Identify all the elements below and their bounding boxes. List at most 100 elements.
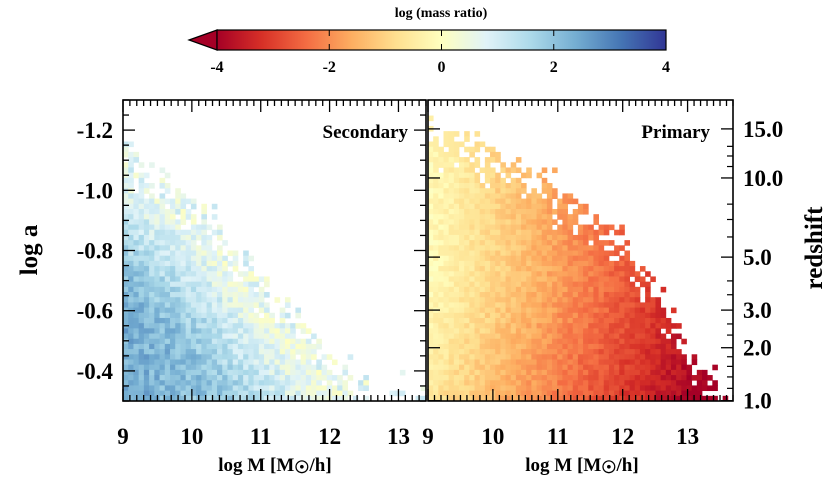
heatmap-cell — [248, 286, 254, 293]
heatmap-cell — [290, 364, 296, 371]
heatmap-cell — [222, 354, 228, 360]
heatmap-cell — [459, 250, 465, 257]
heatmap-cell — [232, 359, 239, 366]
heatmap-cell — [311, 395, 317, 401]
heatmap-cell — [159, 240, 166, 246]
heatmap-cell — [515, 281, 522, 288]
heatmap-cell — [201, 250, 207, 257]
heatmap-cell — [614, 333, 620, 340]
heatmap-cell — [143, 364, 150, 371]
heatmap-cell — [459, 266, 465, 272]
heatmap-cell — [438, 328, 444, 334]
heatmap-cell — [469, 260, 475, 267]
heatmap-cell — [211, 390, 218, 397]
heatmap-cell — [159, 193, 166, 199]
heatmap-cell — [552, 266, 558, 272]
heatmap-cell — [399, 369, 406, 376]
heatmap-cell — [562, 286, 568, 293]
heatmap-cell — [433, 323, 439, 329]
heatmap-cell — [614, 390, 620, 397]
heatmap-cell — [128, 141, 134, 148]
heatmap-cell — [143, 172, 150, 179]
heatmap-cell — [505, 229, 512, 236]
heatmap-cell — [290, 338, 296, 345]
heatmap-cell — [686, 369, 693, 376]
heatmap-cell — [624, 338, 631, 345]
heatmap-cell — [655, 385, 662, 392]
heatmap-cell — [619, 276, 625, 283]
heatmap-cell — [479, 276, 486, 283]
heatmap-cell — [484, 229, 491, 236]
heatmap-cell — [572, 214, 579, 220]
heatmap-cell — [500, 162, 506, 168]
heatmap-cell — [274, 385, 281, 392]
heatmap-cell — [196, 307, 202, 314]
heatmap-cell — [536, 292, 543, 298]
heatmap-cell — [567, 260, 574, 267]
heatmap-cell — [577, 390, 584, 397]
heatmap-cell — [598, 338, 605, 345]
heatmap-cell — [305, 369, 312, 376]
heatmap-cell — [634, 292, 641, 298]
heatmap-cell — [428, 395, 434, 401]
heatmap-cell — [526, 385, 532, 392]
heatmap-cell — [269, 369, 275, 376]
heatmap-cell — [133, 208, 140, 215]
heatmap-cell — [624, 395, 631, 401]
heatmap-cell — [133, 380, 140, 386]
heatmap-cell — [500, 276, 506, 283]
heatmap-cell — [269, 333, 275, 340]
heatmap-cell — [149, 307, 155, 314]
heatmap-cell — [180, 208, 187, 215]
heatmap-cell — [227, 281, 234, 288]
heatmap-cell — [438, 162, 444, 168]
heatmap-cell — [521, 286, 527, 293]
heatmap-cell — [316, 369, 322, 376]
heatmap-cell — [128, 266, 134, 272]
heatmap-cell — [264, 375, 270, 381]
heatmap-cell — [123, 364, 129, 371]
heatmap-cell — [598, 297, 605, 303]
heatmap-cell — [510, 359, 517, 366]
heatmap-cell — [541, 214, 548, 220]
heatmap-cell — [541, 240, 548, 246]
heatmap-cell — [232, 369, 239, 376]
heatmap-cell — [185, 302, 192, 308]
heatmap-cell — [505, 359, 512, 366]
heatmap-cell — [645, 385, 651, 392]
heatmap-cell — [453, 317, 460, 324]
heatmap-cell — [614, 317, 620, 324]
heatmap-cell — [515, 167, 522, 174]
heatmap-cell — [572, 292, 579, 298]
heatmap-cell — [316, 343, 322, 350]
heatmap-cell — [608, 369, 615, 376]
heatmap-cell — [546, 312, 553, 319]
redshift-tick-label: 10.0 — [743, 166, 783, 191]
heatmap-cell — [295, 359, 302, 366]
heatmap-cell — [128, 214, 134, 220]
heatmap-cell — [175, 276, 181, 283]
heatmap-cell — [248, 338, 254, 345]
heatmap-cell — [598, 302, 605, 308]
heatmap-cell — [484, 219, 491, 225]
heatmap-cell — [660, 359, 667, 366]
heatmap-cell — [211, 292, 218, 298]
heatmap-cell — [253, 281, 260, 288]
heatmap-cell — [479, 359, 486, 366]
heatmap-cell — [531, 286, 537, 293]
heatmap-cell — [222, 286, 228, 293]
heatmap-cell — [443, 380, 450, 386]
heatmap-cell — [598, 323, 605, 329]
heatmap-cell — [552, 380, 558, 386]
heatmap-cell — [295, 385, 302, 392]
heatmap-cell — [484, 240, 491, 246]
heatmap-cell — [469, 338, 475, 345]
heatmap-cell — [531, 203, 537, 210]
heatmap-cell — [557, 234, 563, 241]
heatmap-cell — [619, 245, 625, 251]
heatmap-cell — [536, 255, 543, 262]
heatmap-cell — [676, 380, 682, 386]
heatmap-cell — [164, 380, 171, 386]
heatmap-cell — [572, 343, 579, 350]
heatmap-cell — [593, 343, 599, 350]
